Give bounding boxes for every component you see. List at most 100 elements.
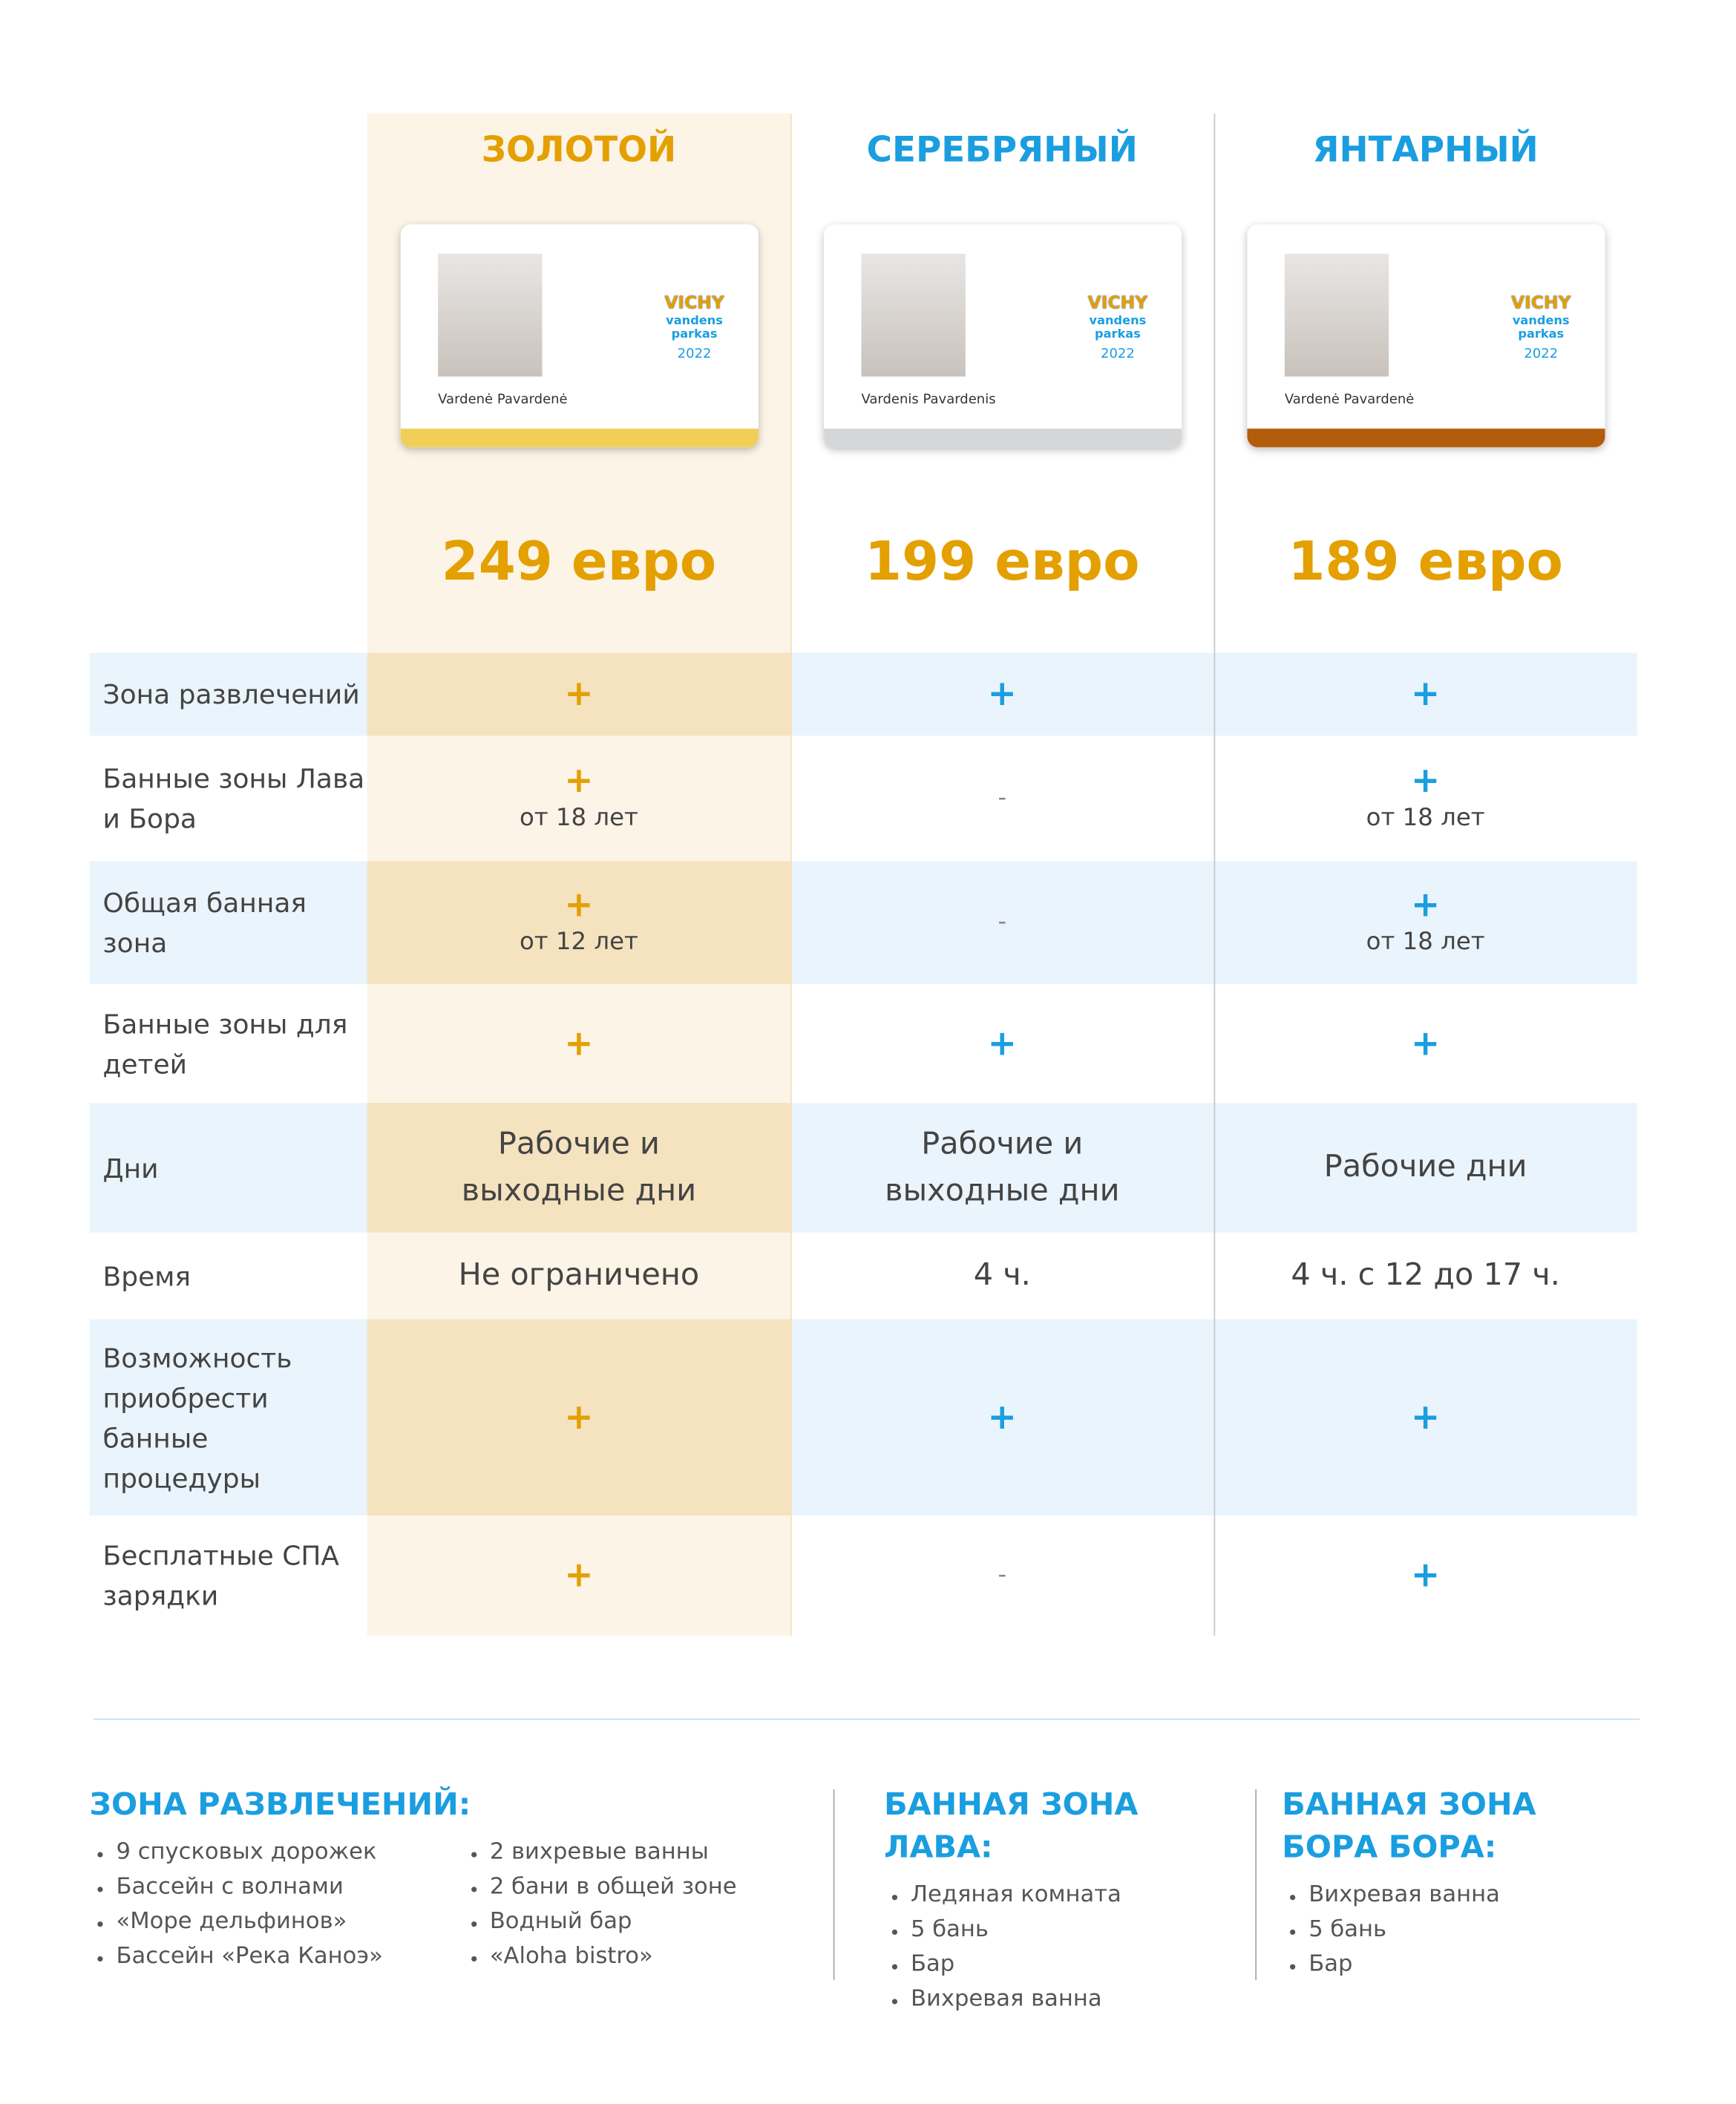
separator	[93, 1718, 1640, 1720]
card-brand-sub: vandens parkas	[1512, 315, 1570, 342]
cell-mark: +	[564, 1397, 594, 1438]
cell-mark: +	[1411, 674, 1441, 715]
cell-mark: +	[564, 885, 594, 925]
bullet-item: 5 бань	[911, 1912, 1121, 1947]
row-label: Зона развлечений	[102, 678, 360, 711]
column-title: ЯНТАРНЫЙ	[1312, 131, 1539, 171]
cell-note: от 12 лет	[519, 928, 638, 957]
bullet-item: 2 бани в общей зоне	[490, 1869, 737, 1904]
column-title: ЗОЛОТОЙ	[481, 131, 677, 171]
cell: + от 18 лет	[367, 735, 790, 861]
divider	[790, 113, 792, 1636]
cell-text: Не ограничено	[458, 1257, 700, 1293]
row-bg	[89, 652, 1637, 736]
cell: +	[1213, 1515, 1637, 1636]
bullet-list: 2 вихревые ванны2 бани в общей зонеВодны…	[463, 1835, 737, 1973]
cell: + от 12 лет	[367, 861, 790, 984]
bullet-list: Вихревая ванна5 баньБар	[1282, 1878, 1500, 1982]
cell: +	[1213, 653, 1637, 736]
cell-mark: +	[987, 1023, 1017, 1064]
cell: Рабочие и выходные дни	[367, 1103, 790, 1233]
cell: + от 18 лет	[1213, 861, 1637, 984]
cell-mark: +	[987, 674, 1017, 715]
row-label: Бесплатные СПА зарядки	[102, 1539, 340, 1612]
cell-mark: +	[564, 674, 594, 715]
price: 189 евро	[1288, 531, 1563, 593]
cell: +	[1213, 984, 1637, 1103]
section-lists: 9 спусковых дорожекБассейн с волнами«Мор…	[90, 1835, 811, 1973]
bullet-item: «Море дельфинов»	[117, 1904, 383, 1939]
bullet-item: Вихревая ванна	[911, 1982, 1121, 2016]
card-photo	[438, 253, 543, 377]
bullet-item: Бар	[911, 1947, 1121, 1982]
cell: +	[790, 1320, 1213, 1515]
divider	[1213, 113, 1216, 1636]
card-stripe	[824, 428, 1182, 448]
card-brand: VICHY	[664, 293, 724, 314]
cell-note: от 18 лет	[1366, 804, 1485, 832]
cell: + от 18 лет	[1213, 735, 1637, 861]
cell-note: от 18 лет	[1366, 928, 1485, 957]
price: 249 евро	[441, 531, 717, 593]
card-brand-sub: vandens parkas	[1089, 315, 1147, 342]
card-photo	[1284, 253, 1389, 377]
section: БАННАЯ ЗОНА ЛАВА: Ледяная комната5 баньБа…	[884, 1784, 1238, 2016]
cell: -	[790, 1515, 1213, 1636]
row-bg	[89, 1103, 1637, 1233]
cell-text: Рабочие и выходные дни	[885, 1126, 1120, 1208]
bullet-item: «Aloha bistro»	[490, 1939, 737, 1973]
row-label: Время	[102, 1259, 191, 1292]
row-label: Возможность приобрести банные процедуры	[102, 1341, 292, 1494]
card-stripe	[400, 428, 759, 448]
cell: +	[790, 984, 1213, 1103]
member-card: Vardenė Pavardenė VICHY vandens parkas 2022	[400, 224, 759, 448]
bullet-item: Ледяная комната	[911, 1878, 1121, 1913]
section-title: ЗОНА РАЗВЛЕЧЕНИЙ:	[89, 1788, 471, 1823]
cell: +	[790, 653, 1213, 736]
bullet-item: Бар	[1308, 1947, 1500, 1982]
cell-mark: +	[1411, 1556, 1441, 1596]
cell-text: 4 ч. с 12 до 17 ч.	[1291, 1257, 1560, 1293]
cell: -	[790, 735, 1213, 861]
cell-mark: -	[998, 908, 1007, 937]
card-brand: VICHY	[1087, 293, 1148, 314]
cell-mark: +	[564, 761, 594, 802]
cell-note: от 18 лет	[519, 804, 638, 832]
gold-row-bg	[367, 1319, 791, 1516]
card-name: Vardenė Pavardenė	[438, 392, 568, 407]
cell: Рабочие и выходные дни	[790, 1103, 1213, 1233]
section-lists: Вихревая ванна5 баньБар	[1282, 1878, 1629, 1982]
cell: +	[367, 984, 790, 1103]
bullet-item: 9 спусковых дорожек	[117, 1835, 383, 1869]
card-year: 2022	[1101, 347, 1135, 362]
cell-mark: +	[1411, 1023, 1441, 1064]
member-card: Vardenis Pavardenis VICHY vandens parkas 20…	[824, 224, 1182, 448]
card-year: 2022	[677, 347, 712, 362]
section-lists: Ледяная комната5 баньБарВихревая ванна	[884, 1878, 1238, 2016]
cell-text: Рабочие и выходные дни	[461, 1126, 697, 1208]
column-title: СЕРЕБРЯНЫЙ	[866, 131, 1138, 171]
bullet-item: Вихревая ванна	[1308, 1878, 1500, 1913]
cell-mark: -	[998, 784, 1007, 812]
bullet-list: 9 спусковых дорожекБассейн с волнами«Мор…	[90, 1835, 383, 1973]
price: 199 евро	[864, 531, 1140, 593]
card-year: 2022	[1524, 347, 1559, 362]
cell-text: 4 ч.	[973, 1257, 1031, 1293]
gold-row-bg	[367, 861, 791, 985]
section-divider	[833, 1789, 835, 1981]
bullet-item: Бассейн «Река Каноэ»	[117, 1939, 383, 1973]
cell: Рабочие дни	[1213, 1103, 1637, 1233]
section-title: БАННАЯ ЗОНА ЛАВА:	[884, 1788, 1139, 1866]
row-bg	[89, 1319, 1637, 1516]
gold-row-bg	[367, 1103, 791, 1233]
card-brand-sub: vandens parkas	[666, 315, 723, 342]
cell-mark: +	[1411, 885, 1441, 925]
cell: 4 ч. с 12 до 17 ч.	[1213, 1233, 1637, 1320]
cell-mark: +	[564, 1023, 594, 1064]
bullet-list: Ледяная комната5 баньБарВихревая ванна	[884, 1878, 1121, 2016]
cell-mark: +	[987, 1397, 1017, 1438]
cell-mark: +	[1411, 761, 1441, 802]
cell-text: Рабочие дни	[1323, 1150, 1527, 1184]
cell: +	[367, 1320, 790, 1515]
cell-mark: -	[998, 1561, 1007, 1590]
